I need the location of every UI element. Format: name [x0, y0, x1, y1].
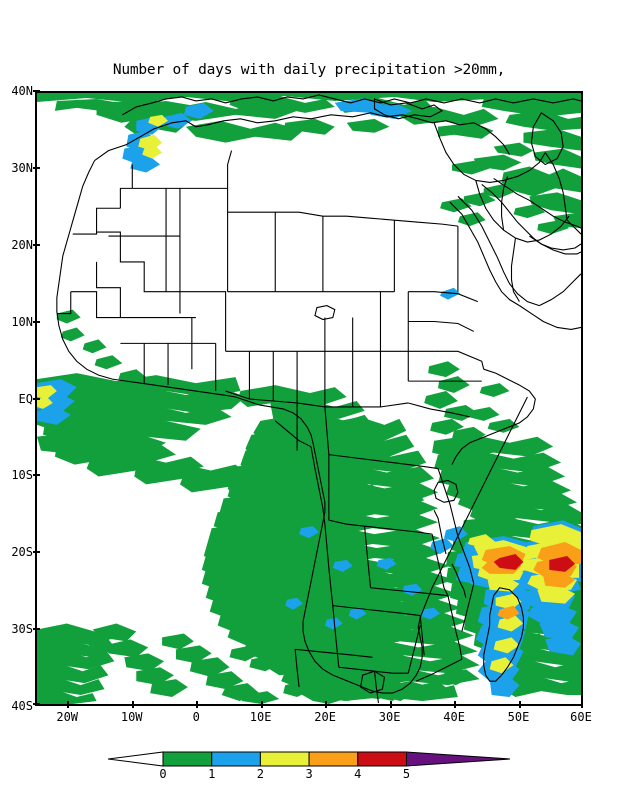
colorbar-tick-label-2: 2	[256, 767, 264, 781]
y-tick-mark	[33, 474, 40, 477]
x-tick-label-0: 0	[192, 710, 200, 724]
x-tick-label-60e: 60E	[570, 710, 592, 724]
y-tick-label-20n: 20N	[11, 237, 33, 252]
x-tick-label-20w: 20W	[56, 710, 79, 724]
colorbar-over-arrow	[406, 751, 510, 767]
colorbar[interactable]: 0 1 2 3 4 5	[108, 748, 510, 781]
colorbar-under-arrow	[108, 751, 164, 767]
x-tick-label-50e: 50E	[507, 710, 530, 724]
colorbar-cell-2-3	[259, 751, 310, 767]
colorbar-swatches	[108, 751, 510, 767]
map-canvas	[37, 93, 581, 704]
x-tick-mark	[260, 701, 263, 708]
x-tick-label-10e: 10E	[249, 710, 272, 724]
x-tick-label-30e: 30E	[378, 710, 401, 724]
y-tick-label-30s: 30S	[11, 622, 33, 637]
x-tick-mark	[454, 701, 457, 708]
coastlines-and-borders	[56, 94, 581, 704]
y-tick-mark	[33, 703, 40, 705]
x-tick-label-10w: 10W	[120, 710, 143, 724]
x-tick-mark	[581, 701, 583, 708]
y-tick-label-20s: 20S	[11, 545, 33, 560]
x-tick-mark	[67, 701, 70, 708]
y-tick-mark	[33, 243, 40, 246]
colorbar-tick-label-3: 3	[305, 767, 313, 781]
y-tick-label-40s: 40S	[11, 699, 33, 713]
colorbar-tick-label-4: 4	[354, 767, 362, 781]
y-tick-label-10n: 10N	[11, 314, 33, 329]
y-tick-label-10s: 10S	[11, 468, 33, 483]
y-tick-label-40n: 40N	[11, 84, 33, 98]
x-tick-mark	[196, 701, 199, 708]
colorbar-tick-label-5: 5	[402, 767, 411, 781]
x-axis: 20W 10W 0 10E 20E 30E 40E 50E 60E	[35, 701, 592, 730]
y-tick-mark	[33, 166, 40, 169]
colorbar-tick-label-1: 1	[208, 767, 216, 781]
y-tick-mark	[33, 628, 40, 631]
y-tick-mark	[33, 397, 40, 400]
colorbar-cell-4-5	[357, 751, 408, 767]
title-line-1: Number of days with daily precipitation …	[112, 62, 506, 78]
map-plot-area[interactable]	[35, 91, 583, 706]
y-tick-mark	[33, 320, 40, 323]
colorbar-tick-label-0: 0	[159, 767, 167, 781]
x-tick-mark	[131, 701, 134, 708]
y-tick-mark	[33, 90, 40, 92]
x-tick-mark	[325, 701, 328, 708]
x-tick-label-40e: 40E	[443, 710, 465, 724]
y-axis: 40N 30N 20N 10N EQ 10S 20S 30S 40S	[0, 84, 40, 713]
y-tick-mark	[33, 551, 40, 554]
x-tick-label-20e: 20E	[314, 710, 336, 724]
y-tick-label-30n: 30N	[11, 160, 33, 175]
x-tick-mark	[518, 701, 521, 708]
y-tick-label-eq: EQ	[18, 391, 33, 406]
colorbar-cell-0-1	[162, 751, 213, 767]
colorbar-cell-1-2	[211, 751, 261, 767]
x-tick-mark	[389, 701, 392, 708]
colorbar-cell-3-4	[308, 751, 359, 767]
precip-layer-red	[493, 553, 576, 572]
